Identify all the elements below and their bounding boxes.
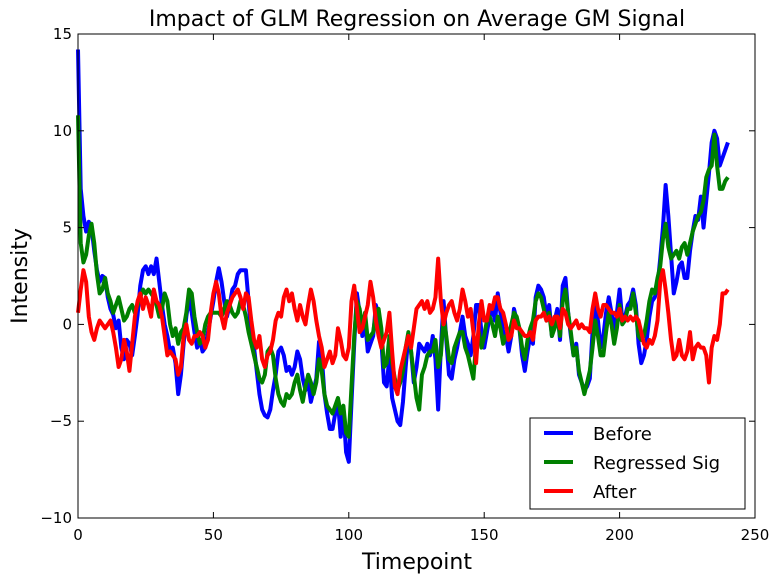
y-tick-label: 15 — [53, 25, 72, 43]
y-tick-label: 0 — [62, 315, 72, 333]
tick-layer: 0 50 100 150 200 250 −10 −5 0 5 10 15 — [40, 25, 769, 544]
x-tick-label: 200 — [605, 526, 634, 544]
series-layer — [76, 49, 730, 464]
y-tick-label: −5 — [50, 412, 72, 430]
x-tick-label: 100 — [334, 526, 363, 544]
legend-label-after: After — [593, 482, 637, 503]
y-tick-label: 5 — [62, 219, 72, 237]
y-tick-label: 10 — [53, 122, 72, 140]
y-axis-label: Intensity — [8, 228, 33, 324]
chart-title: Impact of GLM Regression on Average GM S… — [149, 7, 685, 32]
x-tick-label: 250 — [741, 526, 770, 544]
x-axis-label: Timepoint — [361, 550, 472, 575]
plot-frame — [77, 33, 756, 519]
legend-label-regressed-sig: Regressed Sig — [593, 453, 720, 474]
x-tick-label: 150 — [470, 526, 499, 544]
legend: Before Regressed Sig After — [529, 417, 746, 510]
series-line-regressed-sig — [76, 115, 730, 439]
x-tick-label: 50 — [204, 526, 223, 544]
y-tick-label: −10 — [40, 509, 72, 527]
series-line-after — [76, 256, 730, 397]
legend-label-before: Before — [593, 424, 652, 445]
x-tick-label: 0 — [73, 526, 83, 544]
